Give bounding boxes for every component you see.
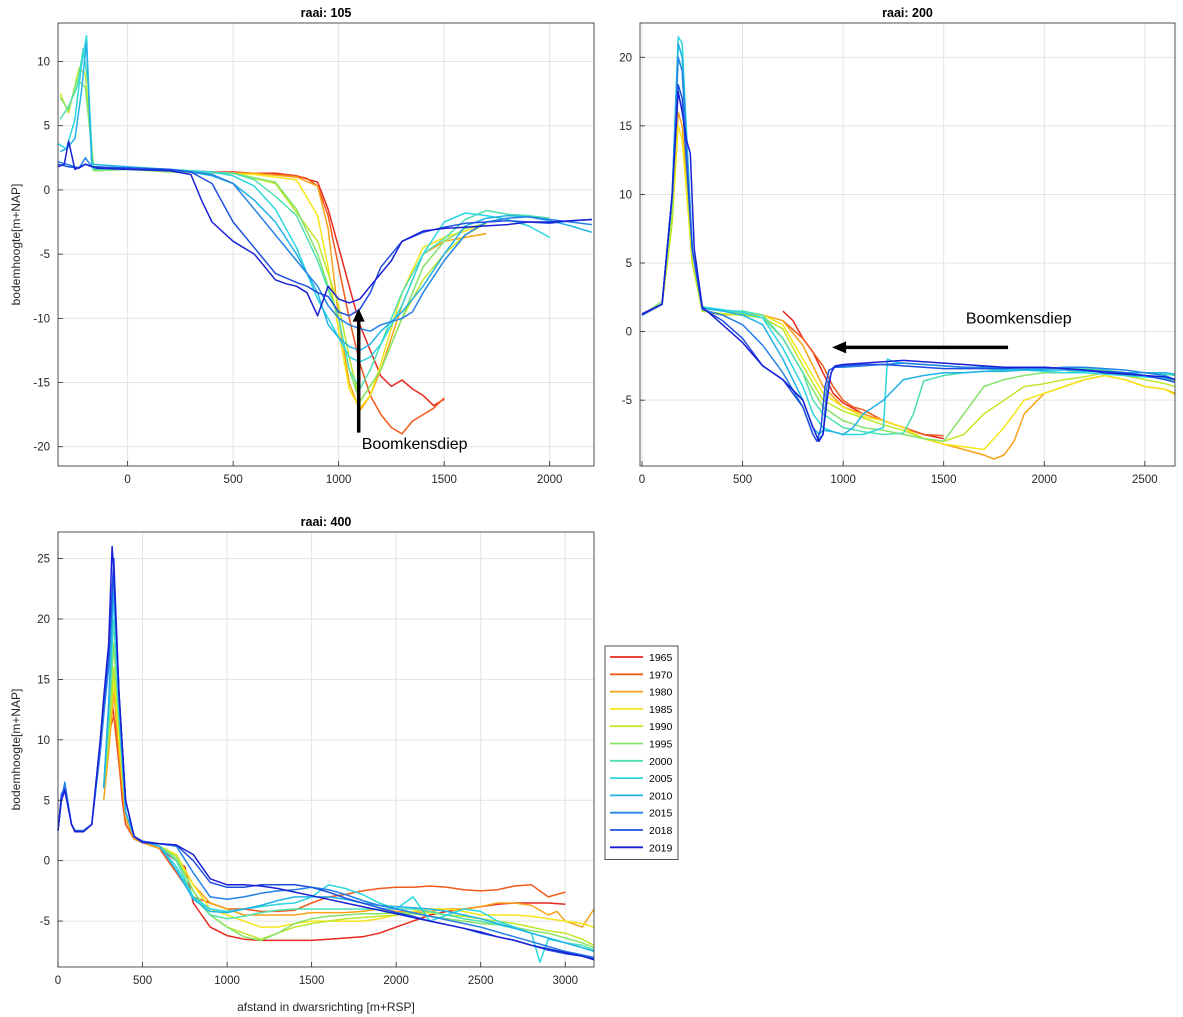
- chart-2-y-tick-label: 5: [626, 258, 632, 270]
- chart-3-y-tick-label: 15: [37, 674, 50, 686]
- chart-2-x-tick-label: 2000: [1031, 474, 1057, 486]
- chart-2-series-2019: [641, 90, 1176, 443]
- chart-3-x-axis-label: afstand in dwarsrichting [m+RSP]: [237, 1000, 415, 1014]
- chart-1-y-tick-label: -5: [40, 249, 50, 261]
- chart-2-annotation-label: Boomkensdiep: [966, 310, 1072, 327]
- chart-3-x-tick-label: 2500: [468, 975, 494, 987]
- chart-1-series-2018: [57, 163, 592, 317]
- chart-3-series-2015: [57, 569, 595, 959]
- chart-1-x-tick-label: 1000: [326, 474, 352, 486]
- chart-3-title: raai: 400: [301, 515, 352, 529]
- chart-1-y-tick-label: -20: [33, 442, 50, 454]
- chart-3-y-tick-label: 25: [37, 554, 50, 566]
- chart-3-y-tick-label: 10: [37, 735, 50, 747]
- legend-label-2005: 2005: [649, 773, 673, 785]
- chart-1-x-tick-label: 500: [224, 474, 243, 486]
- legend-label-2018: 2018: [649, 825, 673, 837]
- chart-1-plot-area: [58, 23, 594, 466]
- chart-2: 0 500 1000 1500 2000 2500 20 15 10 5 0 -5 raai: 200 B…: [619, 6, 1176, 486]
- chart-1-y-tick-label: -10: [33, 313, 50, 325]
- chart-3: 0 500 1000 1500 2000 2500 3000 25 20 15 10 5 0 -5 raai…: [9, 515, 595, 1014]
- legend-label-2010: 2010: [649, 790, 673, 802]
- chart-1-x-tick-label: 1500: [431, 474, 457, 486]
- chart-2-x-tick-label: 2500: [1132, 474, 1158, 486]
- chart-2-y-tick-label: 15: [619, 121, 632, 133]
- chart-1-title: raai: 105: [301, 6, 352, 20]
- chart-2-series-1970: [782, 320, 944, 437]
- chart-1-y-tick-label: 5: [44, 121, 50, 133]
- legend-label-1970: 1970: [649, 669, 673, 681]
- chart-1-annotation-label: Boomkensdiep: [362, 436, 468, 453]
- chart-1-x-tick-label: 2000: [537, 474, 563, 486]
- chart-1-series-1995: [59, 78, 487, 403]
- chart-1-x-tick-label: 0: [124, 474, 130, 486]
- chart-2-axes-box: [639, 22, 1176, 467]
- chart-3-series-2019: [57, 545, 595, 961]
- chart-3-y-tick-label: -5: [40, 916, 50, 928]
- chart-3-x-tick-label: 1500: [299, 975, 325, 987]
- chart-2-y-tick-label: -5: [622, 395, 632, 407]
- chart-2-x-tick-label: 1000: [830, 474, 856, 486]
- chart-2-y-tick-label: 20: [619, 52, 632, 64]
- chart-3-x-tick-label: 0: [55, 975, 61, 987]
- chart-3-axes-box: [57, 531, 595, 968]
- legend-label-1995: 1995: [649, 739, 673, 751]
- legend-label-1965: 1965: [649, 652, 673, 664]
- chart-1-series-1970: [190, 171, 445, 435]
- chart-1-y-tick-label: 10: [37, 57, 50, 69]
- chart-3-x-tick-label: 3000: [552, 975, 578, 987]
- legend-label-1985: 1985: [649, 704, 673, 716]
- chart-1-series-2010: [59, 41, 593, 352]
- chart-1-y-tick-label: -15: [33, 378, 50, 390]
- chart-2-y-tick-label: 0: [626, 327, 632, 339]
- chart-3-x-tick-label: 500: [133, 975, 152, 987]
- legend-label-2000: 2000: [649, 756, 673, 768]
- chart-1-axes-box: [57, 22, 595, 467]
- legend-box: [604, 645, 679, 861]
- chart-2-plot-area: [640, 23, 1175, 466]
- chart-2-x-tick-label: 500: [733, 474, 752, 486]
- chart-2-x-tick-label: 0: [639, 474, 645, 486]
- chart-3-y-tick-label: 5: [44, 795, 50, 807]
- chart-1-y-tick-label: 0: [44, 185, 50, 197]
- legend: 1965 1970 1980 1985 1990 1995 2000 2005 2010 2015…: [604, 645, 679, 861]
- chart-3-y-tick-label: 0: [44, 856, 50, 868]
- legend-label-2019: 2019: [649, 842, 673, 854]
- chart-1-y-axis-label: bodemhoogte[m+NAP]: [9, 184, 23, 306]
- chart-2-annotation-arrowhead: [832, 341, 847, 354]
- chart-1: 0 500 1000 1500 2000 10 5 0 -5 -10 -15 -20 raai: 105…: [9, 6, 595, 486]
- chart-2-y-tick-label: 10: [619, 189, 632, 201]
- chart-2-x-tick-label: 1500: [931, 474, 957, 486]
- chart-2-title: raai: 200: [882, 6, 933, 20]
- chart-3-x-tick-label: 2000: [383, 975, 409, 987]
- chart-3-x-tick-label: 1000: [214, 975, 240, 987]
- legend-label-1990: 1990: [649, 721, 673, 733]
- chart-3-plot-area: [58, 532, 594, 967]
- chart-3-y-tick-label: 20: [37, 614, 50, 626]
- legend-label-2015: 2015: [649, 808, 673, 820]
- chart-1-annotation-arrowhead: [352, 308, 365, 322]
- chart-1-series-2019: [57, 140, 592, 317]
- legend-label-1980: 1980: [649, 687, 673, 699]
- chart-3-y-axis-label: bodemhoogte[m+NAP]: [9, 689, 23, 811]
- chart-1-series-1990: [59, 67, 487, 403]
